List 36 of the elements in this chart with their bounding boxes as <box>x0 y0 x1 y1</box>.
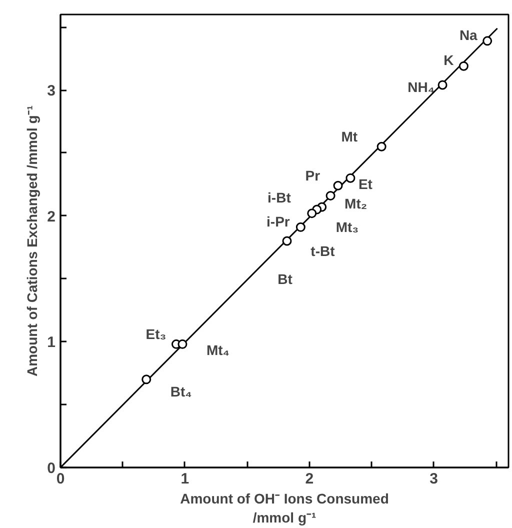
point <box>296 222 306 232</box>
point <box>376 142 386 152</box>
point <box>346 173 356 183</box>
annotation: Na <box>459 26 478 43</box>
y-tick-label: 0 <box>47 460 56 477</box>
annotation: Mt₃ <box>336 219 359 236</box>
x-tick-label: 1 <box>180 470 190 488</box>
point <box>438 80 448 90</box>
y-axis-title: Amount of Cations Exchanged /mmol g⁻¹ <box>24 105 40 377</box>
x-tick-label: 2 <box>305 470 314 488</box>
annotation: Mt₄ <box>206 342 230 358</box>
annotation: Et <box>358 176 373 192</box>
annotation: Bt <box>278 271 293 287</box>
annotation: NH₄ <box>408 78 435 95</box>
y-tick-label: 3 <box>47 82 56 100</box>
annotation: Bt₄ <box>170 383 192 400</box>
point <box>307 208 317 218</box>
point <box>333 180 343 190</box>
annotation: i-Pr <box>266 213 290 230</box>
point <box>458 61 468 71</box>
point <box>282 236 292 246</box>
annotation: Et₃ <box>146 326 166 342</box>
annotation: t-Bt <box>310 243 336 260</box>
x-tick-label: 3 <box>430 470 438 488</box>
point <box>482 36 492 46</box>
y-tick-label: 1 <box>47 334 56 352</box>
y-tick-label: 2 <box>47 208 56 226</box>
annotation: i-Bt <box>268 190 292 206</box>
point <box>178 339 188 349</box>
annotation: Mt₂ <box>344 196 368 212</box>
point <box>142 374 152 384</box>
x-axis-title: Amount of OH⁻ Ions Consumed /mmol g⁻¹ <box>180 490 389 526</box>
annotation: Mt <box>341 128 358 145</box>
annotation: Pr <box>305 168 321 184</box>
point <box>326 190 336 200</box>
annotation: K <box>444 52 454 68</box>
